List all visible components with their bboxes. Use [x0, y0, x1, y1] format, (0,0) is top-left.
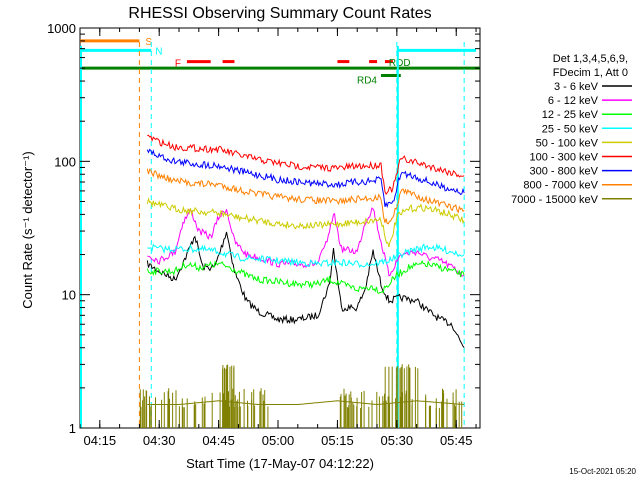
legend-label-5: 100 - 300 keV — [530, 152, 599, 164]
axes: 04:15 04:30 04:45 05:00 05:15 05:30 05:45 1 10 10… — [47, 21, 480, 448]
y-tick-label-2: 100 — [54, 154, 76, 169]
chart-title: RHESSI Observing Summary Count Rates — [128, 5, 431, 22]
series-line-5 — [147, 134, 465, 196]
x-tick-label-4: 05:15 — [321, 433, 354, 448]
x-tick-label-3: 05:00 — [262, 433, 295, 448]
x-tick-label-5: 05:30 — [381, 433, 414, 448]
y-tick-label-1: 10 — [62, 288, 76, 303]
x-tick-label-0: 04:15 — [84, 433, 117, 448]
flag-label-rdd: RDD — [389, 58, 411, 69]
legend-label-7: 800 - 7000 keV — [523, 180, 598, 192]
x-tick-label-1: 04:30 — [143, 433, 176, 448]
series-line-4 — [146, 197, 465, 248]
legend-label-1: 6 - 12 keV — [548, 95, 599, 107]
x-tick-label-2: 04:45 — [202, 433, 235, 448]
flag-bars: SN F RDD RD4 — [80, 37, 480, 87]
plot-area — [79, 27, 481, 429]
vertical-markers — [80, 42, 465, 428]
legend-label-4: 50 - 100 keV — [536, 137, 599, 149]
series-line-7 — [146, 168, 465, 225]
legend-header-1: FDecim 1, Att 0 — [553, 67, 628, 79]
legend-label-6: 300 - 800 keV — [530, 166, 599, 178]
series-group — [139, 134, 465, 428]
y-tick-label-0: 1 — [69, 421, 76, 436]
series-line-6 — [146, 148, 465, 209]
legend-label-2: 12 - 25 keV — [542, 109, 599, 121]
y-tick-label-3: 1000 — [47, 21, 76, 36]
x-axis-label: Start Time (17-May-07 04:12:22) — [186, 456, 374, 471]
legend-label-0: 3 - 6 keV — [554, 81, 599, 93]
legend: Det 1,3,4,5,6,9, FDecim 1, Att 0 3 - 6 keV… — [511, 53, 632, 206]
flag-label-n: N — [155, 46, 162, 57]
x-tick-label-6: 05:45 — [440, 433, 473, 448]
legend-header-0: Det 1,3,4,5,6,9, — [553, 53, 628, 65]
flag-label-rd4: RD4 — [357, 76, 377, 87]
flag-label-f: F — [175, 59, 181, 70]
series-line-2 — [146, 259, 465, 294]
legend-label-8: 7000 - 15000 keV — [511, 194, 599, 206]
timestamp: 15-Oct-2021 05:20 — [569, 467, 636, 476]
series-line-3 — [147, 242, 465, 269]
plot-frame — [79, 27, 481, 429]
series-line-0 — [146, 231, 465, 349]
y-axis-label: Count Rate (s⁻¹ detector⁻¹) — [20, 151, 35, 309]
flag-label-s: S — [145, 37, 152, 48]
legend-label-3: 25 - 50 keV — [542, 123, 599, 135]
series-line-1 — [147, 207, 465, 277]
